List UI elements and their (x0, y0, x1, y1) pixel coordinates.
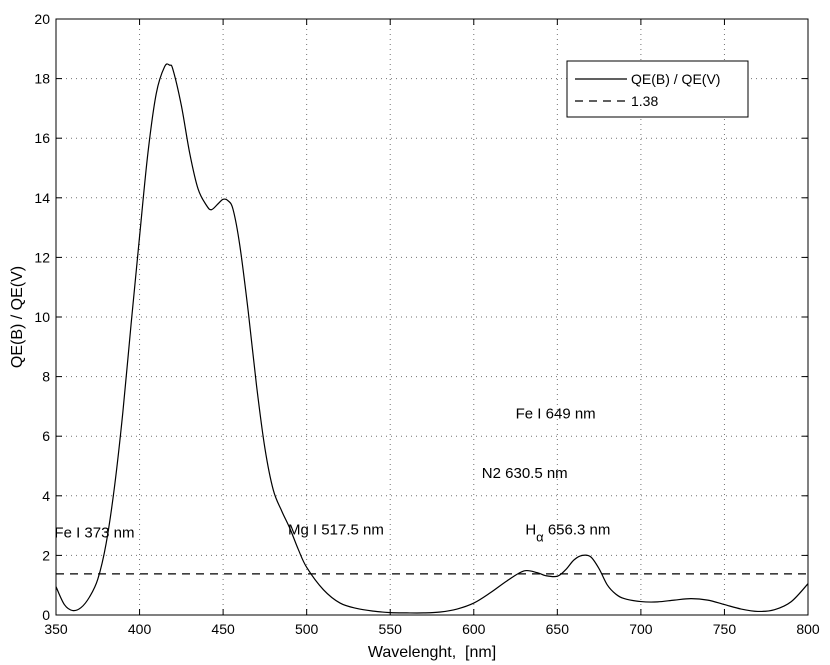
x-tick-label: 550 (379, 621, 403, 637)
grid (56, 19, 808, 615)
series-line-ratio (55, 63, 809, 614)
series-layer (55, 63, 809, 614)
x-tick-label: 450 (211, 621, 235, 637)
annotation-label: Mg I 517.5 nm (288, 522, 384, 539)
y-tick-label: 12 (34, 249, 50, 265)
y-tick-label: 2 (42, 547, 50, 563)
legend-box (566, 60, 749, 118)
y-axis-title: QE(B) / QE(V) (9, 266, 26, 368)
annotation-label: Hα 656.3 nm (525, 522, 610, 545)
y-tick-label: 20 (34, 11, 50, 27)
x-tick-label: 600 (462, 621, 486, 637)
annotation-main: H (525, 522, 536, 539)
annotation-label: N2 630.5 nm (482, 465, 568, 482)
x-tick-label: 750 (713, 621, 737, 637)
legend-entry-ratio: QE(B) / QE(V) (631, 71, 720, 87)
x-tick-label: 800 (796, 621, 820, 637)
ticks: 350 400 450 500 550 600 650 700 750 800 0 2 4 6 8 10 12 1… (34, 11, 819, 637)
annotation-label: Fe I 373 nm (54, 525, 134, 542)
y-tick-label: 10 (34, 309, 50, 325)
y-tick-label: 0 (42, 607, 50, 623)
annotation-subscript: α (536, 530, 544, 545)
x-tick-label: 500 (295, 621, 319, 637)
x-tick-label: 650 (546, 621, 570, 637)
annotation-suffix: 656.3 nm (544, 522, 611, 539)
y-tick-label: 14 (34, 190, 50, 206)
y-tick-label: 16 (34, 130, 50, 146)
annotation-label: Fe I 649 nm (516, 405, 596, 422)
y-tick-label: 6 (42, 428, 50, 444)
y-tick-label: 18 (34, 71, 50, 87)
annotations: Fe I 373 nm Mg I 517.5 nm N2 630.5 nm Fe I … (54, 405, 610, 544)
legend-entry-threshold: 1.38 (631, 93, 658, 109)
x-tick-label: 700 (629, 621, 653, 637)
y-tick-label: 8 (42, 369, 50, 385)
legend: QE(B) / QE(V) 1.38 (566, 60, 749, 118)
x-tick-label: 400 (128, 621, 152, 637)
y-tick-label: 4 (42, 488, 50, 504)
x-axis-title: Wavelenght, [nm] (368, 644, 496, 661)
x-tick-label: 350 (44, 621, 68, 637)
